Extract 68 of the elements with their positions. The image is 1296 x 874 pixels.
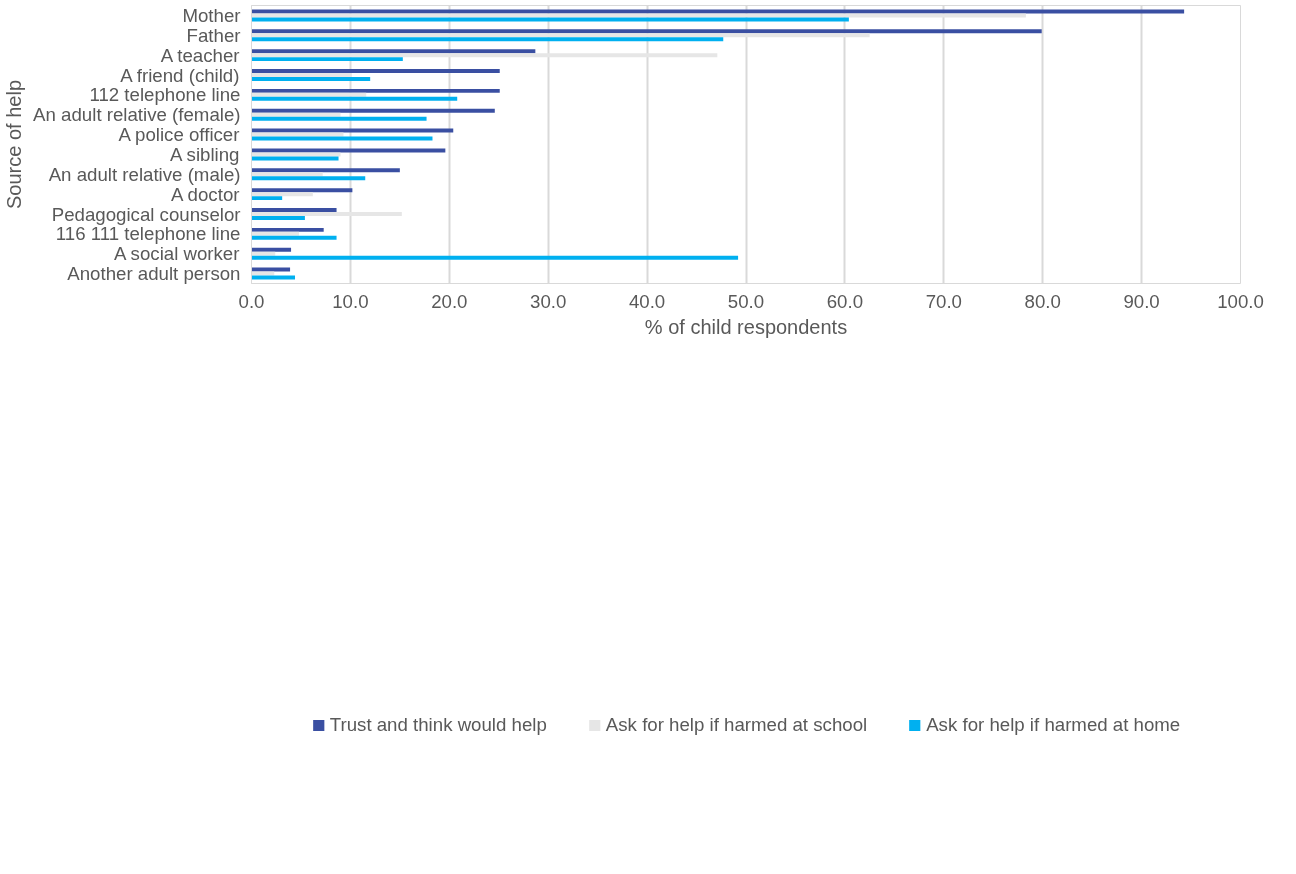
bar [251,215,305,220]
x-tick-label: 70.0 [925,290,962,312]
bar [251,13,1026,18]
bar [251,17,849,22]
bar [251,69,500,74]
bar [251,251,276,256]
bar [251,76,371,81]
y-tick-label: A teacher [160,44,240,66]
y-tick-label: A police officer [118,124,240,146]
bar [251,247,292,252]
bar [251,192,313,197]
bar [251,231,299,236]
bar [251,172,323,177]
y-tick-label: Another adult person [67,263,241,285]
x-tick-label: 10.0 [332,290,369,312]
x-tick-label: 100.0 [1217,290,1264,312]
y-tick-label: Mother [182,4,241,26]
bar [251,128,454,133]
bar [251,152,341,157]
bar [251,108,495,113]
bar [251,156,339,161]
bar [251,271,275,276]
y-tick-label: An adult relative (female) [33,104,241,126]
x-axis-title: % of child respondents [644,315,848,338]
bar [251,275,296,280]
legend-label: Trust and think would help [329,713,547,736]
bar [251,53,718,58]
bar [251,116,427,121]
bar [251,112,341,117]
bar [251,96,458,101]
bar [251,9,1185,14]
legend-label: Ask for help if harmed at school [605,713,868,736]
y-tick-label: Pedagogical counselor [51,203,241,225]
y-tick-label: Father [186,24,241,46]
y-tick-label: A sibling [169,143,240,165]
x-tick-label: 20.0 [431,290,468,312]
bar [251,88,500,93]
y-tick-label: A social worker [114,243,240,265]
x-tick-label: 90.0 [1123,290,1160,312]
bar [251,196,283,201]
bar [251,267,291,272]
bar [251,212,402,216]
bar [251,73,352,77]
bar [251,148,446,153]
bar [251,255,739,260]
y-axis-title: Source of help [3,80,26,209]
bar [251,92,367,97]
legend-label: Ask for help if harmed at home [926,713,1181,736]
bar [251,29,1042,34]
bar [251,176,366,181]
bar [251,37,724,42]
x-tick-label: 30.0 [530,290,567,312]
x-tick-label: 80.0 [1024,290,1061,312]
bar [251,132,344,137]
bar [251,49,536,54]
bar [251,57,403,62]
bar [251,227,324,232]
x-tick-label: 0.0 [238,290,265,312]
bar [251,188,353,193]
x-tick-label: 40.0 [628,290,666,312]
bar [251,208,337,213]
x-tick-label: 50.0 [727,290,765,312]
bar [251,168,400,173]
bar [251,33,870,38]
bar [251,136,433,141]
x-tick-label: 60.0 [826,290,864,312]
y-tick-label: A friend (child) [120,64,240,86]
bar [251,235,337,240]
